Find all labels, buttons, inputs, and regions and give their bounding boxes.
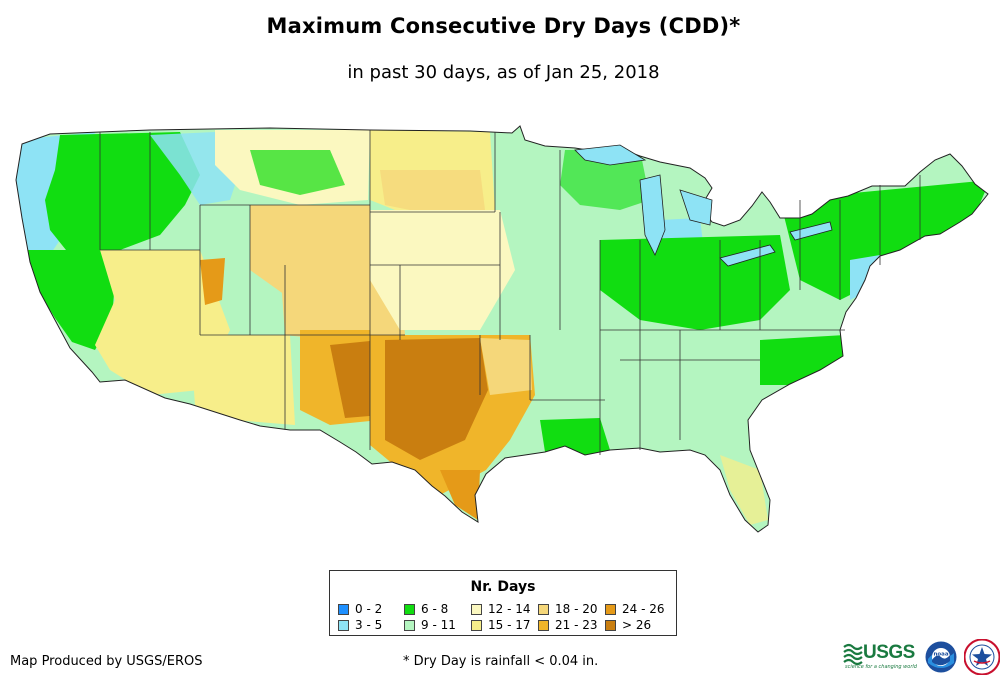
region-south-texas-24-26 bbox=[440, 470, 480, 520]
usgs-tagline: science for a changing world bbox=[845, 664, 917, 670]
legend-item: > 26 bbox=[605, 618, 651, 632]
legend-swatch bbox=[605, 604, 616, 615]
legend-swatch bbox=[538, 604, 549, 615]
region-mid-atlantic-3-5 bbox=[850, 255, 880, 300]
legend-label: 12 - 14 bbox=[488, 602, 531, 616]
legend-item: 18 - 20 bbox=[538, 602, 598, 616]
map-subtitle: in past 30 days, as of Jan 25, 2018 bbox=[347, 62, 660, 83]
region-plains-12-14 bbox=[370, 210, 515, 330]
legend-label: 15 - 17 bbox=[488, 618, 531, 632]
legend-label: 3 - 5 bbox=[355, 618, 383, 632]
noaa-wordmark: noaa bbox=[933, 652, 948, 658]
legend-item: 3 - 5 bbox=[338, 618, 382, 632]
lake-huron bbox=[679, 189, 713, 226]
cdd-map bbox=[15, 125, 989, 533]
lake-erie bbox=[719, 244, 776, 267]
region-utah-24-26 bbox=[200, 258, 225, 305]
region-northeast-6-8 bbox=[780, 180, 988, 300]
legend-swatch bbox=[404, 620, 415, 631]
region-carolinas-6-8 bbox=[760, 335, 845, 385]
region-montana-6-8 bbox=[250, 150, 345, 195]
legend-swatch bbox=[471, 604, 482, 615]
legend-swatch bbox=[471, 620, 482, 631]
legend-item: 12 - 14 bbox=[471, 602, 531, 616]
cdd-color-regions bbox=[16, 126, 988, 532]
legend-label: > 26 bbox=[622, 618, 652, 632]
lake-ontario bbox=[789, 221, 833, 241]
legend-swatch bbox=[404, 604, 415, 615]
great-lakes bbox=[574, 144, 833, 267]
map-title: Maximum Consecutive Dry Days (CDD)* bbox=[266, 14, 741, 38]
region-east-oklahoma-18-20 bbox=[480, 338, 532, 395]
usgs-wordmark: USGS bbox=[863, 642, 915, 663]
noaa-logo: noaa bbox=[925, 641, 957, 673]
legend-item: 0 - 2 bbox=[338, 602, 382, 616]
legend-label: 21 - 23 bbox=[555, 618, 598, 632]
legend-item: 24 - 26 bbox=[605, 602, 665, 616]
region-gulf-coast-6-8 bbox=[540, 418, 610, 456]
lake-superior bbox=[574, 144, 647, 166]
legend-swatch bbox=[338, 604, 349, 615]
nws-logo bbox=[964, 639, 1000, 675]
legend-swatch bbox=[338, 620, 349, 631]
region-california-6-8 bbox=[20, 250, 115, 350]
legend-label: 6 - 8 bbox=[421, 602, 449, 616]
usgs-logo: USGS science for a changing world bbox=[843, 641, 919, 671]
dry-day-footnote: * Dry Day is rainfall < 0.04 in. bbox=[403, 654, 599, 669]
legend-label: 24 - 26 bbox=[622, 602, 665, 616]
region-northwest-6-8 bbox=[45, 132, 200, 255]
legend-label: 9 - 11 bbox=[421, 618, 456, 632]
legend-label: 0 - 2 bbox=[355, 602, 383, 616]
legend-swatch bbox=[538, 620, 549, 631]
region-new-mexico-over-26 bbox=[330, 340, 382, 418]
legend-item: 21 - 23 bbox=[538, 618, 598, 632]
state-borders bbox=[99, 130, 921, 455]
legend-item: 15 - 17 bbox=[471, 618, 531, 632]
region-dakotas-18-20 bbox=[380, 170, 485, 212]
usgs-wave-icon bbox=[843, 643, 863, 665]
legend-swatch bbox=[605, 620, 616, 631]
region-upper-great-lakes-6-8 bbox=[560, 150, 650, 210]
lake-michigan bbox=[639, 174, 666, 256]
legend-item: 6 - 8 bbox=[404, 602, 448, 616]
map-credit: Map Produced by USGS/EROS bbox=[10, 654, 203, 669]
legend-item: 9 - 11 bbox=[404, 618, 456, 632]
legend-label: 18 - 20 bbox=[555, 602, 598, 616]
region-texas-oklahoma-over-26 bbox=[385, 338, 488, 460]
region-florida-15-17 bbox=[720, 455, 768, 525]
region-arizona-15-17 bbox=[190, 335, 295, 425]
legend-title: Nr. Days bbox=[470, 579, 536, 595]
legend: Nr. Days 0 - 2 3 - 5 6 - 8 9 - 11 12 - 1… bbox=[329, 570, 677, 636]
